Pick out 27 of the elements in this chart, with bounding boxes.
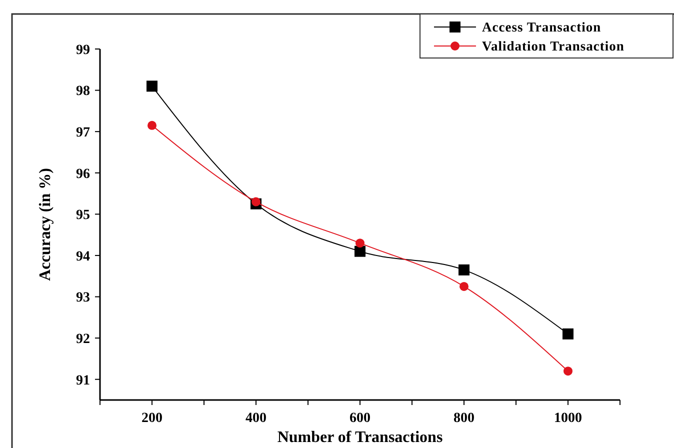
x-tick-label: 1000 [554,411,582,426]
y-tick-label: 96 [76,166,90,182]
y-tick-label: 98 [76,84,90,100]
x-axis-title: Number of Transactions [277,429,443,446]
point [354,246,366,257]
y-tick-label: 91 [76,373,90,388]
point [458,264,470,276]
legend-label: Validation Transaction [482,38,624,54]
y-tick-label: 99 [76,42,90,58]
x-tick-label: 200 [142,411,162,426]
y-axis-title: Accuracy (in %) [37,168,54,281]
x-tick-label: 600 [350,411,370,426]
x-tick-label: 800 [454,411,474,426]
y-tick-label: 94 [76,249,90,264]
y-tick-label: 95 [76,208,90,224]
point [562,328,574,340]
point [252,197,260,206]
point [146,80,158,92]
point [460,282,468,291]
legend-label: Access Transaction [482,20,602,35]
point [148,120,156,130]
x-tick-label: 400 [246,411,266,426]
y-tick-label: 93 [76,290,90,306]
point [564,366,572,376]
point [356,238,364,248]
y-tick-label: 92 [76,332,90,347]
y-tick-label: 97 [76,125,90,140]
